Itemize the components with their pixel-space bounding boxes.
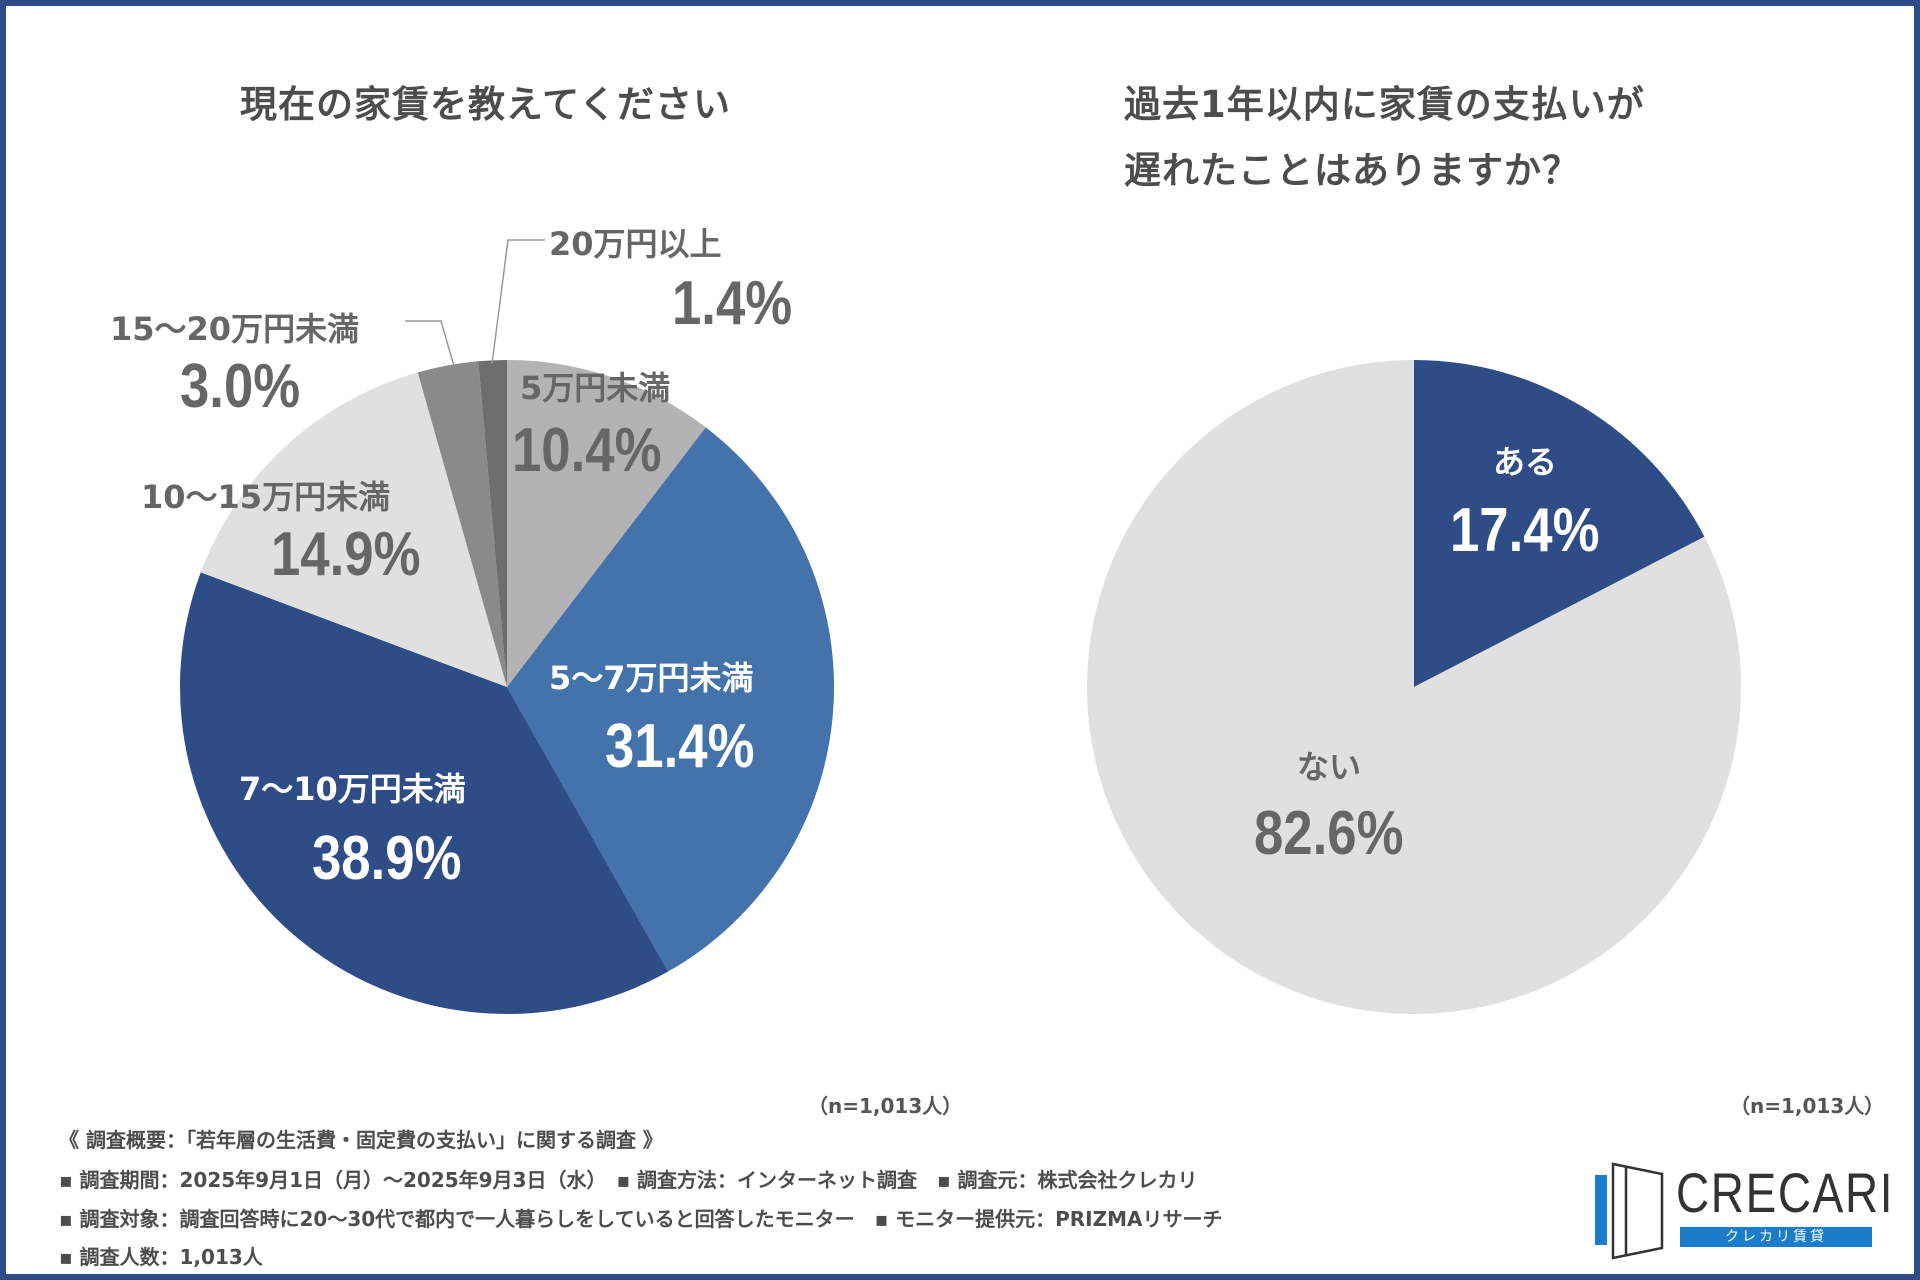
pie-slice-0-3 (200, 372, 508, 687)
rent-pie (179, 360, 834, 1015)
leader-line-15-20man (405, 320, 455, 367)
late-payment-pie (1087, 360, 1742, 1014)
slice-label-15-20man: 15〜20万円未満 (110, 310, 360, 348)
logo-accent-bar (1595, 1175, 1607, 1245)
slice-label-no: ない (1297, 748, 1362, 786)
pie-slice-0-4 (417, 361, 507, 687)
slice-value-15-20man: 3.0% (180, 352, 301, 421)
pie-slice-0-2 (179, 572, 669, 1015)
slice-label-yes: ある (1493, 443, 1558, 481)
slice-label-7-10man: 7〜10万円未満 (239, 770, 466, 808)
slice-value-7-10man: 38.9% (312, 824, 462, 893)
slice-label-10-15man: 10〜15万円未満 (141, 478, 391, 516)
pie-slice-0-0 (507, 360, 706, 687)
survey-line-target: ▪ 調査対象：調査回答時に20〜30代で都内で一人暮らしをしていると回答したモニ… (59, 1207, 1223, 1231)
leader-line-20man (491, 239, 545, 365)
slice-value-no: 82.6% (1254, 799, 1404, 868)
slice-label-5-7man: 5〜7万円未満 (549, 659, 754, 697)
pie-slice-1-0 (1414, 360, 1705, 687)
chart2-title-line1: 過去1年以内に家賃の支払いが (1124, 83, 1645, 126)
slice-value-10-15man: 14.9% (271, 520, 421, 589)
pie-slice-1-1 (1087, 360, 1742, 1014)
survey-heading: 《 調査概要：「若年層の生活費・固定費の支払い」に関する調査 》 (59, 1128, 663, 1152)
sample-size-right: （n=1,013人） (1730, 1094, 1885, 1118)
slice-value-5-7man: 31.4% (605, 712, 755, 781)
slice-label-under-5man: 5万円未満 (520, 369, 671, 407)
slice-value-20man-over: 1.4% (672, 269, 793, 338)
pie-slice-0-1 (507, 427, 834, 972)
slice-value-yes: 17.4% (1450, 496, 1600, 565)
chart2-title-line2: 遅れたことはありますか？ (1124, 149, 1580, 192)
logo-wordmark: CRECARI (1676, 1161, 1895, 1224)
logo-subtitle: クレカリ賃貸 (1680, 1227, 1872, 1247)
survey-line-period: ▪ 調査期間：2025年9月1日（月）〜2025年9月3日（水） ▪ 調査方法：… (59, 1168, 1198, 1192)
pie-slice-0-5 (478, 360, 507, 687)
slice-label-20man-over: 20万円以上 (549, 225, 722, 263)
door-icon (1611, 1162, 1664, 1260)
chart1-title: 現在の家賃を教えてください (240, 83, 732, 126)
survey-line-count: ▪ 調査人数：1,013人 (59, 1245, 263, 1269)
sample-size-left: （n=1,013人） (808, 1094, 963, 1118)
slice-value-under-5man: 10.4% (512, 416, 662, 485)
